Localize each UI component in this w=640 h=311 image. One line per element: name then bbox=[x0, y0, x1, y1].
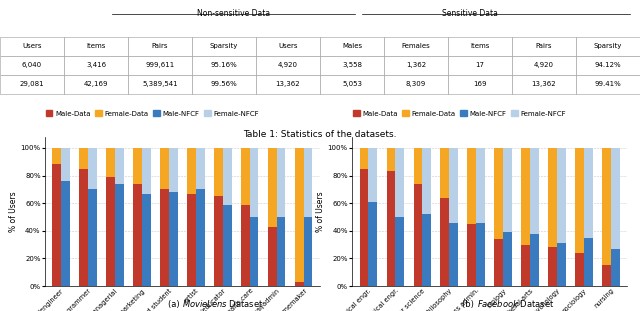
Bar bbox=[413, 184, 422, 286]
Bar bbox=[548, 248, 557, 286]
Bar bbox=[440, 148, 449, 198]
Text: Non-sensitive Data: Non-sensitive Data bbox=[197, 9, 270, 18]
Bar bbox=[530, 148, 539, 234]
Bar bbox=[106, 148, 115, 177]
Bar bbox=[449, 223, 458, 286]
Bar bbox=[422, 214, 431, 286]
Bar bbox=[250, 217, 259, 286]
Bar bbox=[79, 169, 88, 286]
Bar bbox=[88, 189, 97, 286]
Bar bbox=[476, 223, 484, 286]
Bar bbox=[214, 196, 223, 286]
Bar bbox=[61, 148, 70, 181]
Bar bbox=[611, 148, 620, 249]
Bar bbox=[495, 148, 503, 239]
Text: (b): (b) bbox=[462, 300, 477, 309]
Text: (a): (a) bbox=[168, 300, 182, 309]
Bar bbox=[160, 148, 169, 189]
Bar bbox=[575, 148, 584, 253]
Bar bbox=[467, 148, 476, 224]
Bar bbox=[106, 177, 115, 286]
Bar bbox=[575, 253, 584, 286]
Bar bbox=[413, 148, 422, 184]
Bar bbox=[52, 148, 61, 165]
Bar bbox=[602, 148, 611, 265]
Bar bbox=[584, 148, 593, 238]
Bar bbox=[304, 148, 312, 217]
Bar bbox=[196, 148, 205, 189]
Bar bbox=[530, 234, 539, 286]
Bar bbox=[360, 148, 368, 169]
Legend: Male-Data, Female-Data, Male-NFCF, Female-NFCF: Male-Data, Female-Data, Male-NFCF, Femal… bbox=[350, 108, 569, 119]
Bar bbox=[277, 217, 285, 286]
Bar bbox=[160, 189, 169, 286]
Bar bbox=[188, 148, 196, 193]
Text: Table 1: Statistics of the datasets.: Table 1: Statistics of the datasets. bbox=[243, 130, 397, 139]
Bar bbox=[79, 148, 88, 169]
Bar bbox=[133, 148, 142, 184]
Bar bbox=[557, 243, 566, 286]
Bar bbox=[133, 184, 142, 286]
Text: $\mathit{MovieLens}$ Dataset: $\mathit{MovieLens}$ Dataset bbox=[182, 299, 264, 309]
Bar bbox=[495, 239, 503, 286]
Bar bbox=[142, 148, 150, 193]
Bar bbox=[115, 148, 124, 184]
Bar bbox=[88, 148, 97, 189]
Text: $\mathit{Facebook}$ Dataset: $\mathit{Facebook}$ Dataset bbox=[477, 299, 554, 309]
Bar bbox=[467, 224, 476, 286]
Bar bbox=[476, 148, 484, 223]
Bar bbox=[548, 148, 557, 248]
Bar bbox=[304, 217, 312, 286]
Bar bbox=[169, 192, 177, 286]
Bar bbox=[395, 217, 404, 286]
Text: Sensitive Data: Sensitive Data bbox=[442, 9, 499, 18]
Bar bbox=[503, 232, 512, 286]
Bar bbox=[584, 238, 593, 286]
Bar bbox=[142, 193, 150, 286]
Bar bbox=[268, 227, 277, 286]
Y-axis label: % of Users: % of Users bbox=[9, 191, 18, 232]
Bar bbox=[241, 148, 250, 205]
Bar bbox=[422, 148, 431, 214]
Bar bbox=[387, 148, 395, 171]
Bar bbox=[115, 184, 124, 286]
Bar bbox=[188, 193, 196, 286]
Bar bbox=[295, 282, 304, 286]
Bar bbox=[387, 171, 395, 286]
Bar bbox=[214, 148, 223, 196]
Legend: Male-Data, Female-Data, Male-NFCF, Female-NFCF: Male-Data, Female-Data, Male-NFCF, Femal… bbox=[43, 108, 262, 119]
Bar bbox=[368, 202, 377, 286]
Bar bbox=[522, 148, 530, 245]
Bar bbox=[449, 148, 458, 223]
Bar bbox=[440, 198, 449, 286]
Bar bbox=[611, 249, 620, 286]
Bar bbox=[602, 265, 611, 286]
Bar bbox=[223, 148, 232, 205]
Bar bbox=[503, 148, 512, 232]
Bar bbox=[52, 165, 61, 286]
Bar bbox=[557, 148, 566, 243]
Bar bbox=[522, 245, 530, 286]
Bar bbox=[241, 205, 250, 286]
Y-axis label: % of Users: % of Users bbox=[316, 191, 325, 232]
Bar bbox=[268, 148, 277, 227]
Bar bbox=[61, 181, 70, 286]
Bar bbox=[277, 148, 285, 217]
Bar bbox=[169, 148, 177, 192]
Bar bbox=[223, 205, 232, 286]
Bar bbox=[360, 169, 368, 286]
Bar bbox=[368, 148, 377, 202]
Bar bbox=[295, 148, 304, 282]
Bar bbox=[395, 148, 404, 217]
Bar bbox=[250, 148, 259, 217]
Bar bbox=[196, 189, 205, 286]
